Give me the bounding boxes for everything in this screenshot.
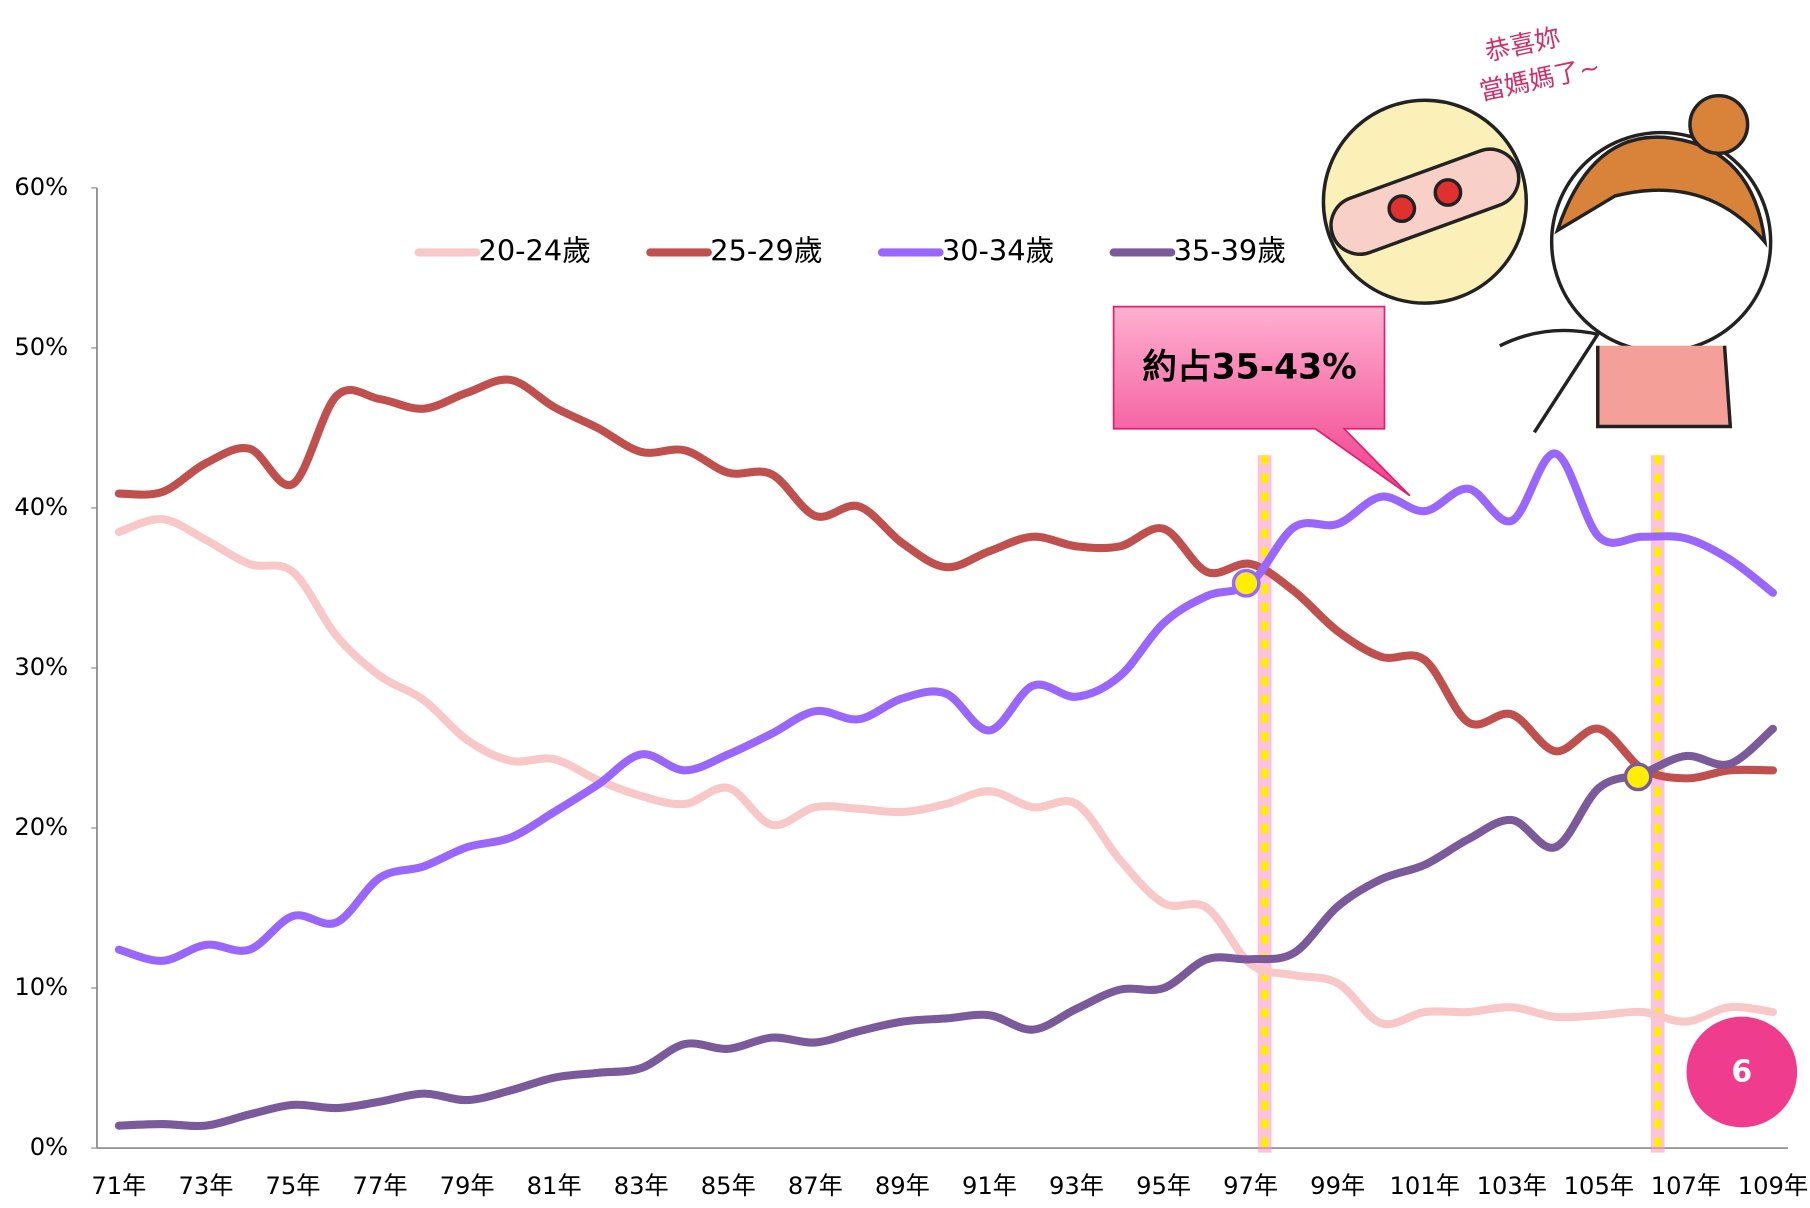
x-tick-label: 109年 [1738,1172,1808,1200]
x-tick-label: 85年 [701,1172,756,1200]
y-tick-label: 30% [14,653,68,681]
x-tick-label: 75年 [266,1172,321,1200]
guides [1265,455,1658,1152]
x-tick-label: 93年 [1049,1172,1104,1200]
y-tick-label: 50% [14,333,68,361]
legend-label: 25-29歲 [710,233,822,267]
x-tick-label: 105年 [1564,1172,1634,1200]
legend-label: 30-34歲 [942,233,1054,267]
x-tick-label: 103年 [1477,1172,1547,1200]
x-tick-label: 91年 [962,1172,1017,1200]
line [119,453,1773,960]
y-tick-label: 0% [30,1133,68,1161]
y-tick-label: 10% [14,973,68,1001]
x-tick-label: 81年 [527,1172,582,1200]
legend-label: 35-39歲 [1174,233,1286,267]
x-tick-label: 101年 [1390,1172,1460,1200]
line [119,729,1773,1126]
x-tick-label: 77年 [353,1172,408,1200]
x-tick-label: 87年 [788,1172,843,1200]
x-tick-label: 73年 [178,1172,233,1200]
annotation: 約占35-43% [1142,347,1356,387]
x-tick-label: 99年 [1310,1172,1365,1200]
y-tick-label: 60% [14,173,68,201]
chart: 約占35-43% 恭喜妳 當媽媽了~ 6 0%10%20%30%40%50%60… [0,0,1810,1208]
illustration [1323,96,1771,433]
x-tick-label: 79年 [440,1172,495,1200]
x-tick-label: 95年 [1136,1172,1191,1200]
x-tick-label: 107年 [1651,1172,1721,1200]
x-tick-label: 97年 [1223,1172,1278,1200]
y-tick-label: 40% [14,493,68,521]
page-number: 6 [1731,1055,1752,1090]
line [119,380,1773,779]
x-tick-label: 89年 [875,1172,930,1200]
line [119,519,1773,1024]
x-tick-label: 71年 [91,1172,146,1200]
legend-label: 20-24歲 [479,233,591,267]
y-tick-label: 20% [14,813,68,841]
x-tick-label: 83年 [614,1172,669,1200]
